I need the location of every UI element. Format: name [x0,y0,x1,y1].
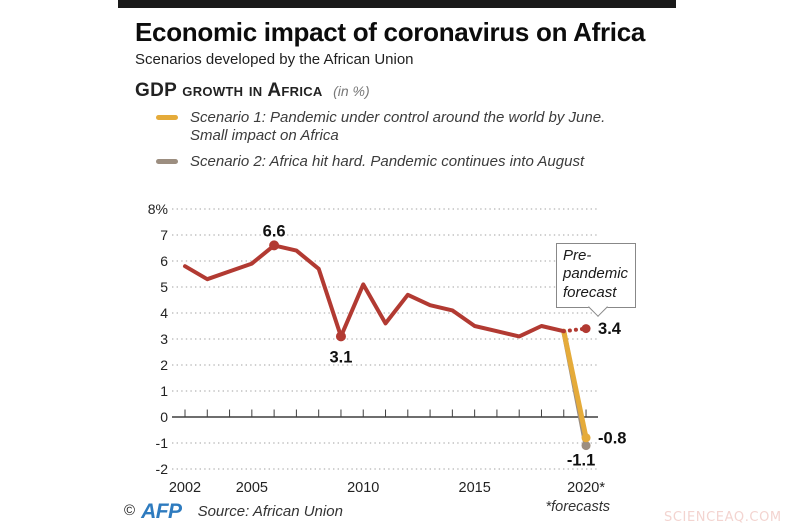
y-axis-label: 4 [160,305,168,321]
y-axis-label: -2 [156,461,169,477]
chart-unit-note: (in %) [333,83,370,99]
scenario1-label: Scenario 1: Pandemic under control aroun… [190,109,606,144]
x-axis-label: 2010 [347,480,379,496]
x-axis-label: 2020* [567,480,605,496]
scenario2-label: Scenario 2: Africa hit hard. Pandemic co… [190,153,585,171]
point-label: 3.1 [329,348,352,366]
legend: Scenario 1: Pandemic under control aroun… [156,109,605,171]
x-axis-label: 2015 [459,480,491,496]
top-accent-bar [118,0,676,8]
data-point-marker [335,331,346,342]
source-credit: Source: African Union [197,503,343,520]
series-line-solid [183,243,566,339]
data-point-marker [581,324,591,334]
footer: © AFP Source: African Union [124,500,343,524]
pre-pandemic-forecast-callout: Pre-pandemic forecast [556,243,636,318]
afp-logo: AFP [141,500,182,523]
data-point-marker [581,433,591,443]
subtitle: Scenarios developed by the African Union [135,51,414,68]
legend-item-scenario1: Scenario 1: Pandemic under control aroun… [156,109,605,144]
scenario2-line-swatch [156,159,178,165]
point-label: -0.8 [598,429,626,447]
data-point-marker [581,441,591,451]
y-axis-label: 5 [160,279,168,295]
y-axis-label: 3 [160,331,168,347]
chart-title: GDP growth in Africa [135,80,323,101]
copyright-symbol: © [124,502,136,519]
scenario1-line-swatch [156,115,178,120]
y-axis-label: 2 [160,357,168,373]
y-axis-label: 8% [148,201,168,217]
y-axis-label: 1 [160,383,168,399]
point-label: 6.6 [263,222,286,240]
chart-heading: GDP growth in Africa (in %) [135,80,370,102]
forecasts-note: *forecasts [546,499,610,515]
point-label: 3.4 [598,320,622,338]
y-axis-label: 7 [160,227,168,243]
watermark: SCIENCEAQ.COM [664,510,782,525]
x-axis-label: 2002 [169,480,201,496]
y-axis-label: 0 [160,409,168,425]
point-label: -1.1 [567,452,595,470]
series-line-solid [561,328,589,441]
legend-item-scenario2: Scenario 2: Africa hit hard. Pandemic co… [156,153,605,171]
page-title: Economic impact of coronavirus on Africa [135,17,646,47]
data-point-marker [269,240,280,251]
y-axis-label: -1 [156,435,169,451]
y-axis-label: 6 [160,253,168,269]
x-axis-label: 2005 [236,480,268,496]
